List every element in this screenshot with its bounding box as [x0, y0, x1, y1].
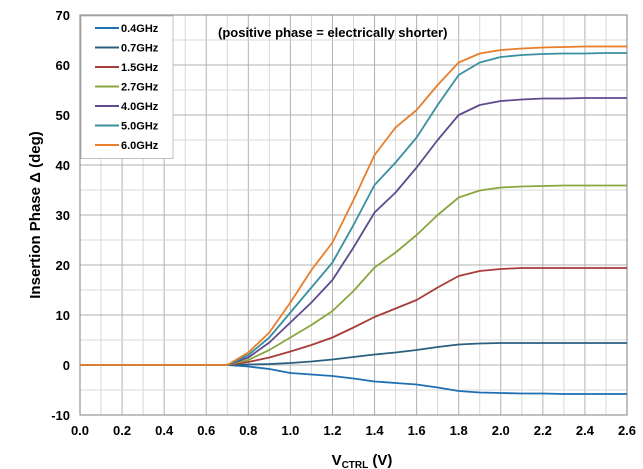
- x-axis-title: VCTRL (V): [332, 452, 393, 469]
- y-tick-label: 50: [56, 108, 70, 123]
- plot-frame: [79, 14, 628, 416]
- x-tick-label: 0.8: [239, 423, 257, 438]
- x-axis-title-main: V: [332, 452, 342, 469]
- y-tick-label: 30: [56, 208, 70, 223]
- y-tick-label: -10: [51, 408, 70, 423]
- x-tick-label: 0.4: [155, 423, 174, 438]
- x-tick-label: 2.4: [576, 423, 595, 438]
- legend-label-5.0GHz: 5.0GHz: [121, 121, 159, 133]
- x-axis-title-unit: (V): [368, 452, 392, 469]
- x-axis-title-subscript: CTRL: [342, 460, 369, 469]
- legend-label-0.7GHz: 0.7GHz: [121, 43, 159, 55]
- series-line-6.0GHz: [80, 45, 627, 366]
- x-tick-label: 1.6: [408, 423, 426, 438]
- legend-label-0.4GHz: 0.4GHz: [121, 23, 159, 35]
- x-tick-label: 2.6: [618, 423, 636, 438]
- y-tick-label: 0: [63, 358, 70, 373]
- y-tick-labels: -10 0 10 20 30 40 50 60 70: [51, 8, 70, 423]
- grid: [79, 14, 628, 416]
- x-tick-label: 0.6: [197, 423, 215, 438]
- series-layer: [80, 45, 627, 395]
- chart-annotation: (positive phase = electrically shorter): [218, 25, 447, 40]
- legend: 0.4GHz 0.7GHz 1.5GHz 2.7GHz 4.0GHz 5.0GHz 6.0G…: [80, 15, 174, 159]
- y-tick-label: 20: [56, 258, 70, 273]
- x-tick-label: 1.2: [323, 423, 341, 438]
- x-tick-label: 1.8: [450, 423, 468, 438]
- x-tick-label: 2.2: [534, 423, 552, 438]
- x-tick-label: 1.4: [365, 423, 384, 438]
- x-tick-labels: 0.0 0.2 0.4 0.6 0.8 1.0 1.2 1.4 1.6 1.8 2.0 2.2 2.4 2…: [71, 423, 636, 438]
- x-tick-label: 0.0: [71, 423, 89, 438]
- legend-label-1.5GHz: 1.5GHz: [121, 62, 159, 74]
- legend-label-4.0GHz: 4.0GHz: [121, 101, 159, 113]
- y-axis-title: Insertion Phase Δ (deg): [27, 131, 44, 298]
- y-tick-label: 60: [56, 58, 70, 73]
- y-tick-label: 10: [56, 308, 70, 323]
- x-tick-label: 0.2: [113, 423, 131, 438]
- x-tick-label: 2.0: [492, 423, 510, 438]
- legend-label-6.0GHz: 6.0GHz: [121, 140, 159, 152]
- x-tick-label: 1.0: [281, 423, 299, 438]
- y-tick-label: 70: [56, 8, 70, 23]
- legend-label-2.7GHz: 2.7GHz: [121, 82, 159, 94]
- y-tick-label: 40: [56, 158, 70, 173]
